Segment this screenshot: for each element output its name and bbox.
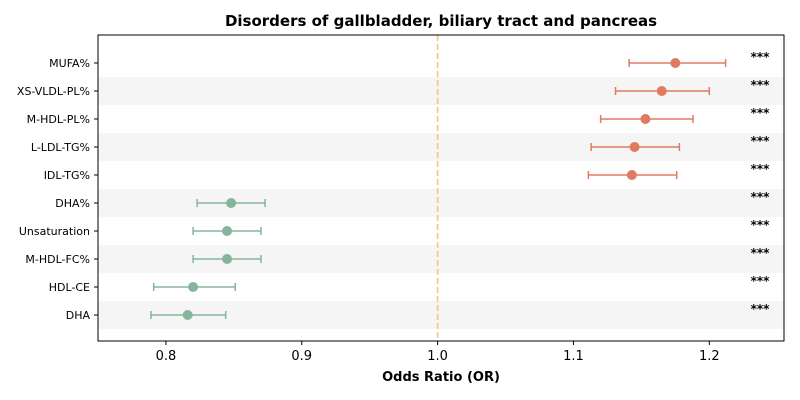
y-tick-label: IDL-TG% bbox=[44, 169, 90, 182]
significance-label: *** bbox=[751, 78, 771, 92]
significance-label: *** bbox=[751, 162, 771, 176]
x-tick-label: 0.9 bbox=[291, 349, 312, 364]
or-point bbox=[626, 170, 637, 180]
y-tick-label: MUFA% bbox=[49, 57, 90, 70]
x-tick-label: 1.2 bbox=[699, 349, 720, 364]
plot-marks: *** *** *** *** *** *** *** *** *** *** bbox=[150, 50, 771, 320]
y-tick-label: XS-VLDL-PL% bbox=[17, 85, 90, 98]
y-tick-label: L-LDL-TG% bbox=[31, 141, 90, 154]
plot-frame bbox=[97, 34, 785, 342]
or-point bbox=[222, 254, 233, 264]
or-point bbox=[640, 114, 651, 124]
or-point bbox=[188, 282, 199, 292]
y-tick-label: DHA% bbox=[55, 197, 90, 210]
significance-label: *** bbox=[751, 190, 771, 204]
significance-label: *** bbox=[751, 274, 771, 288]
significance-label: *** bbox=[751, 50, 771, 64]
significance-label: *** bbox=[751, 246, 771, 260]
or-point bbox=[182, 310, 193, 320]
significance-label: *** bbox=[751, 218, 771, 232]
x-axis: 0.8 0.9 1.0 1.1 1.2 bbox=[156, 341, 720, 364]
x-tick-label: 0.8 bbox=[156, 349, 177, 364]
y-tick-label: Unsaturation bbox=[19, 225, 90, 238]
or-point bbox=[670, 58, 681, 68]
y-axis: MUFA% XS-VLDL-PL% M-HDL-PL% L-LDL-TG% IDL-TG… bbox=[17, 57, 98, 322]
y-tick-label: HDL-CE bbox=[49, 281, 90, 294]
or-point bbox=[656, 86, 667, 96]
chart-title: Disorders of gallbladder, biliary tract … bbox=[225, 12, 657, 30]
or-point bbox=[226, 198, 237, 208]
significance-label: *** bbox=[751, 106, 771, 120]
or-point bbox=[222, 226, 233, 236]
x-axis-label: Odds Ratio (OR) bbox=[382, 370, 500, 385]
row-stripe bbox=[98, 133, 784, 161]
y-tick-label: DHA bbox=[66, 309, 91, 322]
significance-label: *** bbox=[751, 134, 771, 148]
x-tick-label: 1.0 bbox=[427, 349, 448, 364]
y-tick-label: M-HDL-FC% bbox=[25, 253, 90, 266]
x-tick-label: 1.1 bbox=[563, 349, 584, 364]
y-tick-label: M-HDL-PL% bbox=[27, 113, 90, 126]
or-point bbox=[629, 142, 640, 152]
significance-label: *** bbox=[751, 302, 771, 316]
